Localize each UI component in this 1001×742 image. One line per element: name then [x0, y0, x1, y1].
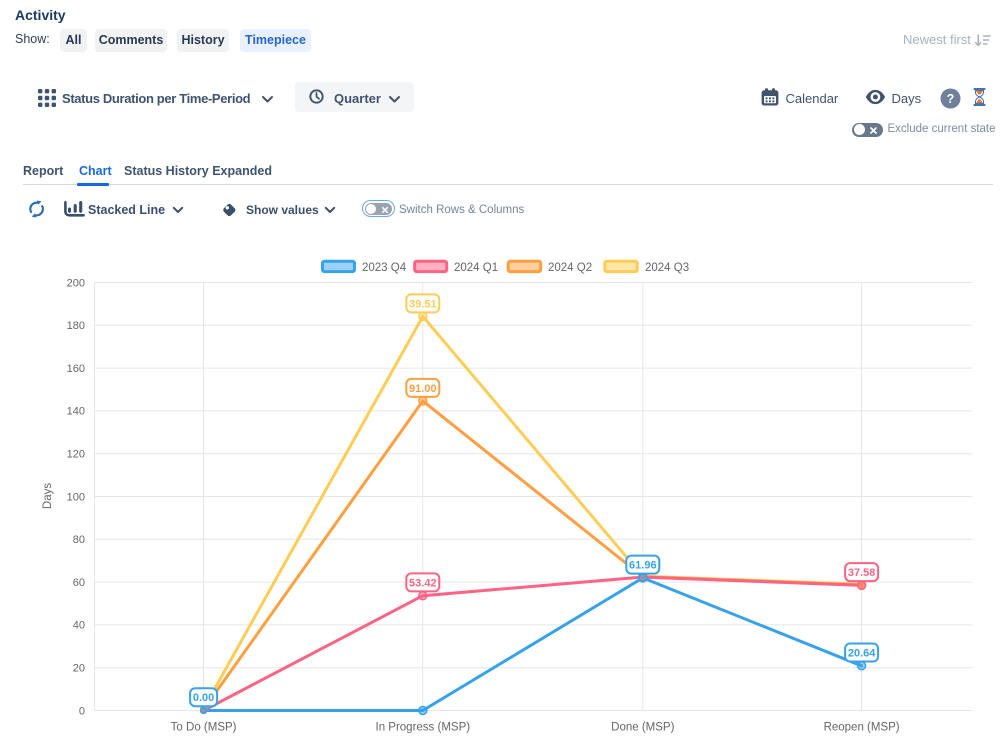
- svg-text:120: 120: [67, 449, 85, 461]
- svg-text:91.00: 91.00: [409, 383, 437, 395]
- svg-text:37.58: 37.58: [848, 567, 876, 579]
- svg-text:200: 200: [67, 277, 85, 289]
- svg-text:2024 Q1: 2024 Q1: [454, 262, 498, 274]
- svg-text:2024 Q3: 2024 Q3: [645, 262, 689, 274]
- svg-text:160: 160: [67, 363, 85, 375]
- svg-text:20: 20: [73, 663, 85, 675]
- svg-text:39.51: 39.51: [409, 298, 437, 310]
- svg-text:Reopen (MSP): Reopen (MSP): [824, 722, 900, 734]
- svg-text:53.42: 53.42: [409, 577, 437, 589]
- svg-text:In Progress (MSP): In Progress (MSP): [376, 722, 471, 734]
- svg-text:80: 80: [73, 534, 85, 546]
- svg-text:To Do (MSP): To Do (MSP): [171, 722, 237, 734]
- svg-text:Done (MSP): Done (MSP): [611, 722, 674, 734]
- svg-text:100: 100: [67, 491, 85, 503]
- svg-text:?: ?: [947, 92, 955, 106]
- svg-text:20.64: 20.64: [848, 648, 876, 660]
- svg-text:40: 40: [73, 620, 85, 632]
- svg-text:Days: Days: [42, 483, 54, 509]
- svg-text:61.96: 61.96: [629, 560, 657, 572]
- svg-text:60: 60: [73, 577, 85, 589]
- svg-text:0.00: 0.00: [193, 692, 214, 704]
- svg-text:0: 0: [79, 705, 85, 717]
- svg-text:2024 Q2: 2024 Q2: [548, 262, 592, 274]
- svg-text:180: 180: [67, 320, 85, 332]
- svg-text:140: 140: [67, 406, 85, 418]
- svg-text:2023 Q4: 2023 Q4: [362, 262, 407, 274]
